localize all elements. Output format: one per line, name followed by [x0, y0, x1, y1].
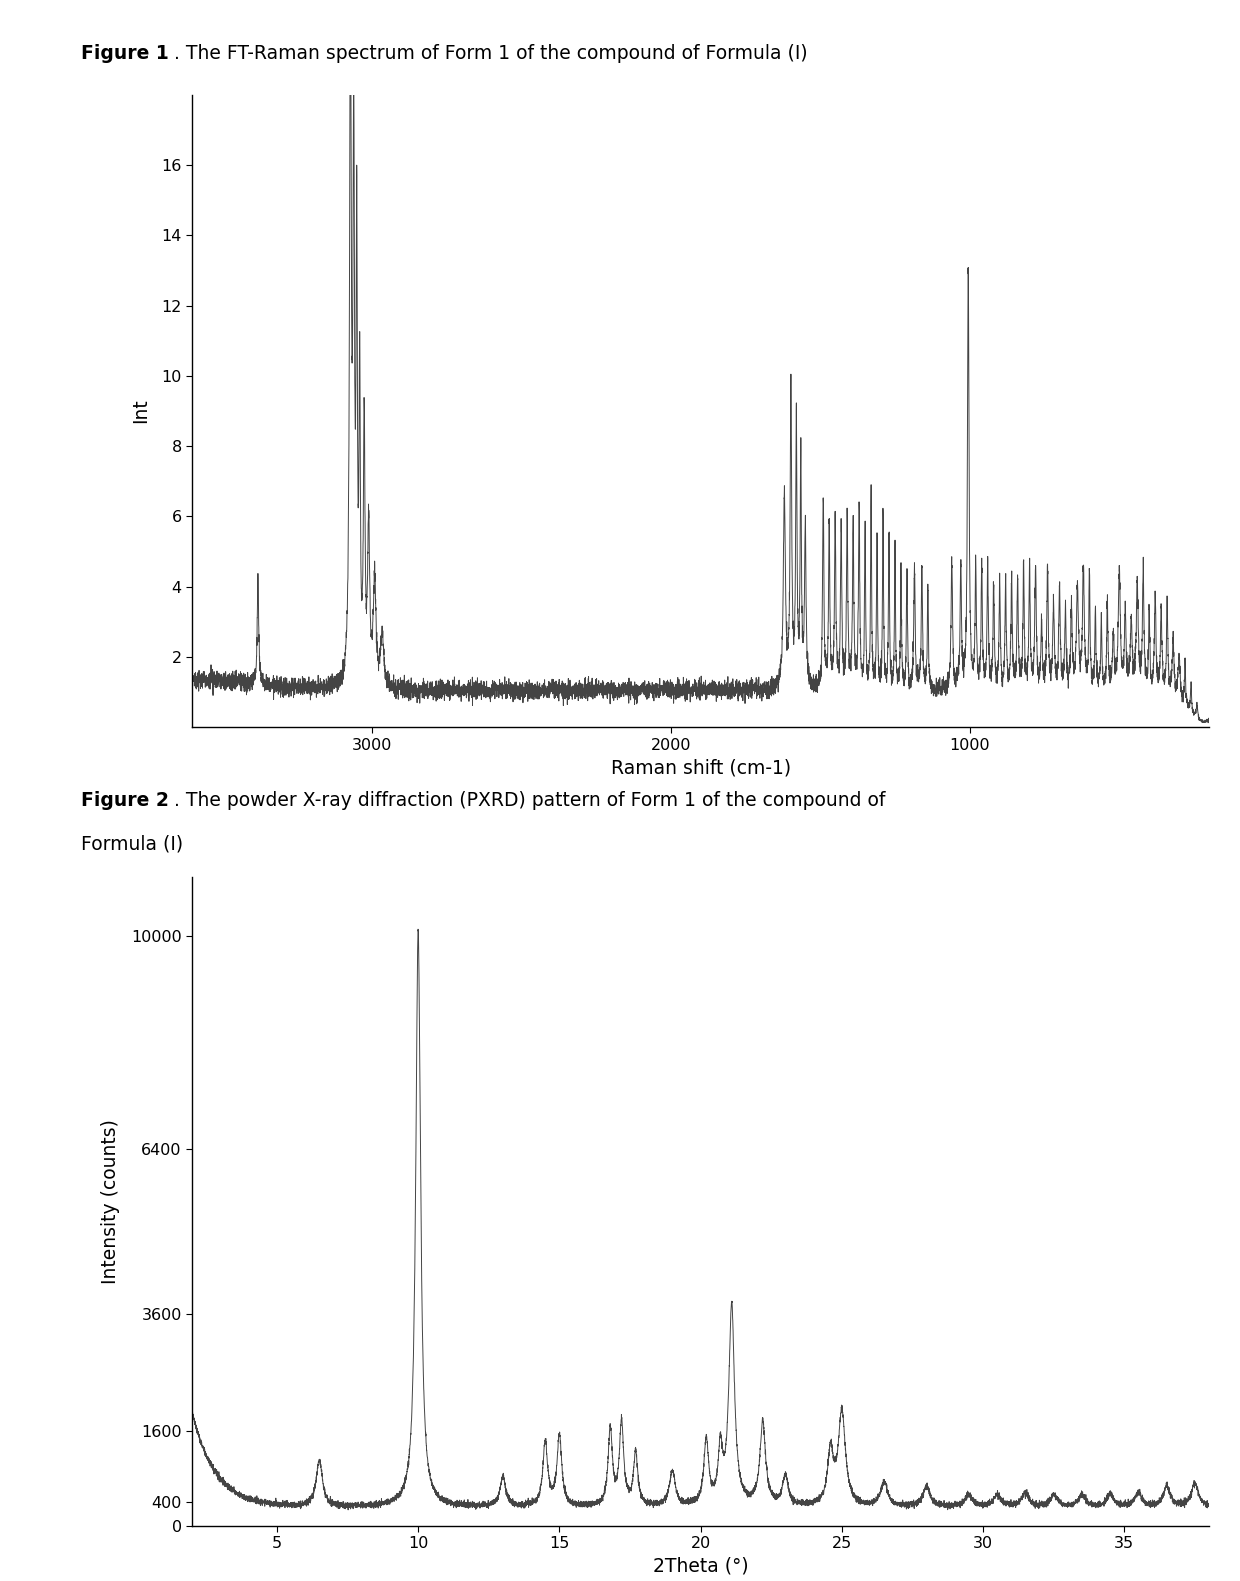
X-axis label: Raman shift (cm-1): Raman shift (cm-1)	[610, 759, 791, 778]
Text: Figure 2: Figure 2	[81, 790, 169, 809]
X-axis label: 2Theta (°): 2Theta (°)	[652, 1557, 749, 1576]
Text: . The FT-Raman spectrum of Form 1 of the compound of Formula (I): . The FT-Raman spectrum of Form 1 of the…	[174, 44, 807, 63]
Text: Formula (I): Formula (I)	[81, 835, 182, 854]
Y-axis label: Intensity (counts): Intensity (counts)	[100, 1119, 120, 1284]
Text: . The powder X-ray diffraction (PXRD) pattern of Form 1 of the compound of: . The powder X-ray diffraction (PXRD) pa…	[174, 790, 885, 809]
Y-axis label: Int: Int	[131, 398, 150, 424]
Text: Figure 1: Figure 1	[81, 44, 169, 63]
